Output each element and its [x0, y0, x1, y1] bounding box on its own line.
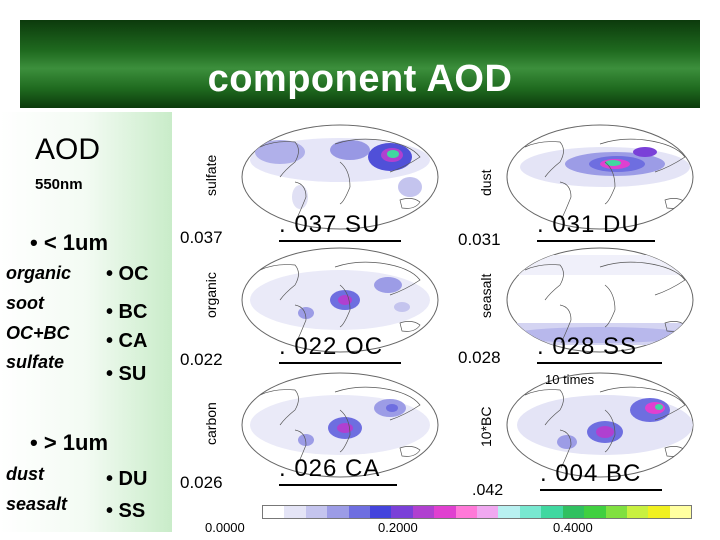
- global-carbon: . 026 CA: [279, 455, 381, 482]
- map-10bc: [505, 370, 695, 480]
- max-organic: 0.022: [180, 350, 223, 369]
- sulfate-label: sulfate: [6, 352, 65, 372]
- coarse-mode-heading: • > 1um: [30, 430, 109, 455]
- colorbar-swatch: [455, 506, 478, 518]
- colorbar-swatch: [477, 506, 499, 518]
- colorbar-tick-1: 0.2000: [378, 520, 418, 535]
- bc-code: • BC: [106, 301, 148, 323]
- su-code: • SU: [106, 363, 147, 385]
- map-sulfate: [240, 122, 440, 232]
- map-label-seasalt: seasalt: [478, 273, 494, 318]
- underline-seasalt: [537, 362, 662, 364]
- organic-label: organic: [6, 263, 72, 283]
- du-code: • DU: [106, 468, 148, 490]
- fine-mode-heading: • < 1um: [30, 230, 109, 255]
- map-label-sulfate: sulfate: [203, 154, 219, 196]
- underline-dust: [537, 240, 655, 242]
- ca-code: • CA: [106, 330, 148, 352]
- colorbar-swatch: [391, 506, 413, 518]
- ss-code: • SS: [106, 500, 146, 522]
- global-bc: . 004 BC: [540, 460, 642, 487]
- colorbar-swatch: [498, 506, 520, 518]
- colorbar-swatch: [263, 506, 285, 518]
- ocbc-label: OC+BC: [6, 323, 70, 343]
- underline-organic: [279, 362, 401, 364]
- colorbar-tick-2: 0.4000: [553, 520, 593, 535]
- map-label-dust: dust: [478, 169, 494, 196]
- aod-heading: AOD: [35, 133, 101, 166]
- underline-bc: [540, 489, 662, 491]
- underline-carbon: [279, 484, 397, 486]
- global-organic: . 022 OC: [279, 333, 384, 360]
- global-dust: . 031 DU: [537, 211, 640, 238]
- colorbar-swatch: [327, 506, 349, 518]
- colorbar-tick-0: 0.0000: [205, 520, 245, 535]
- colorbar-swatch: [584, 506, 606, 518]
- legend-panel: [0, 112, 172, 532]
- colorbar-swatch: [434, 506, 456, 518]
- title-banner: component AOD: [20, 20, 700, 108]
- colorbar-swatch: [519, 506, 542, 518]
- dust-label: dust: [6, 464, 44, 484]
- global-seasalt: . 028 SS: [537, 333, 638, 360]
- ten-times-note: 10 times: [545, 372, 595, 387]
- soot-label: soot: [6, 293, 44, 313]
- colorbar-swatch: [412, 506, 435, 518]
- max-dust: 0.031: [458, 230, 501, 249]
- colorbar-swatch: [348, 506, 371, 518]
- map-organic: [240, 245, 440, 355]
- max-carbon: 0.026: [180, 473, 223, 492]
- colorbar-swatch: [541, 506, 563, 518]
- seasalt-label: seasalt: [6, 494, 68, 514]
- colorbar-swatch: [669, 506, 692, 518]
- oc-code: • OC: [106, 263, 149, 285]
- max-sulfate: 0.037: [180, 228, 223, 247]
- map-label-carbon: carbon: [203, 402, 219, 445]
- page-title: component AOD: [207, 58, 513, 100]
- map-seasalt: [505, 245, 695, 355]
- colorbar-swatch: [284, 506, 306, 518]
- colorbar-swatch: [562, 506, 585, 518]
- wavelength-label: 550nm: [35, 176, 83, 193]
- colorbar-swatch: [605, 506, 627, 518]
- colorbar: [262, 505, 692, 519]
- colorbar-swatch: [648, 506, 670, 518]
- max-seasalt: 0.028: [458, 348, 501, 367]
- colorbar-swatch: [370, 506, 392, 518]
- max-10bc: .042: [472, 482, 504, 499]
- map-label-10bc: 10*BC: [478, 406, 494, 447]
- global-sulfate: . 037 SU: [279, 211, 381, 238]
- colorbar-swatch: [305, 506, 328, 518]
- map-dust: [505, 122, 695, 232]
- map-carbon: [240, 370, 440, 480]
- map-label-organic: organic: [203, 272, 219, 318]
- underline-sulfate: [279, 240, 401, 242]
- colorbar-swatch: [626, 506, 649, 518]
